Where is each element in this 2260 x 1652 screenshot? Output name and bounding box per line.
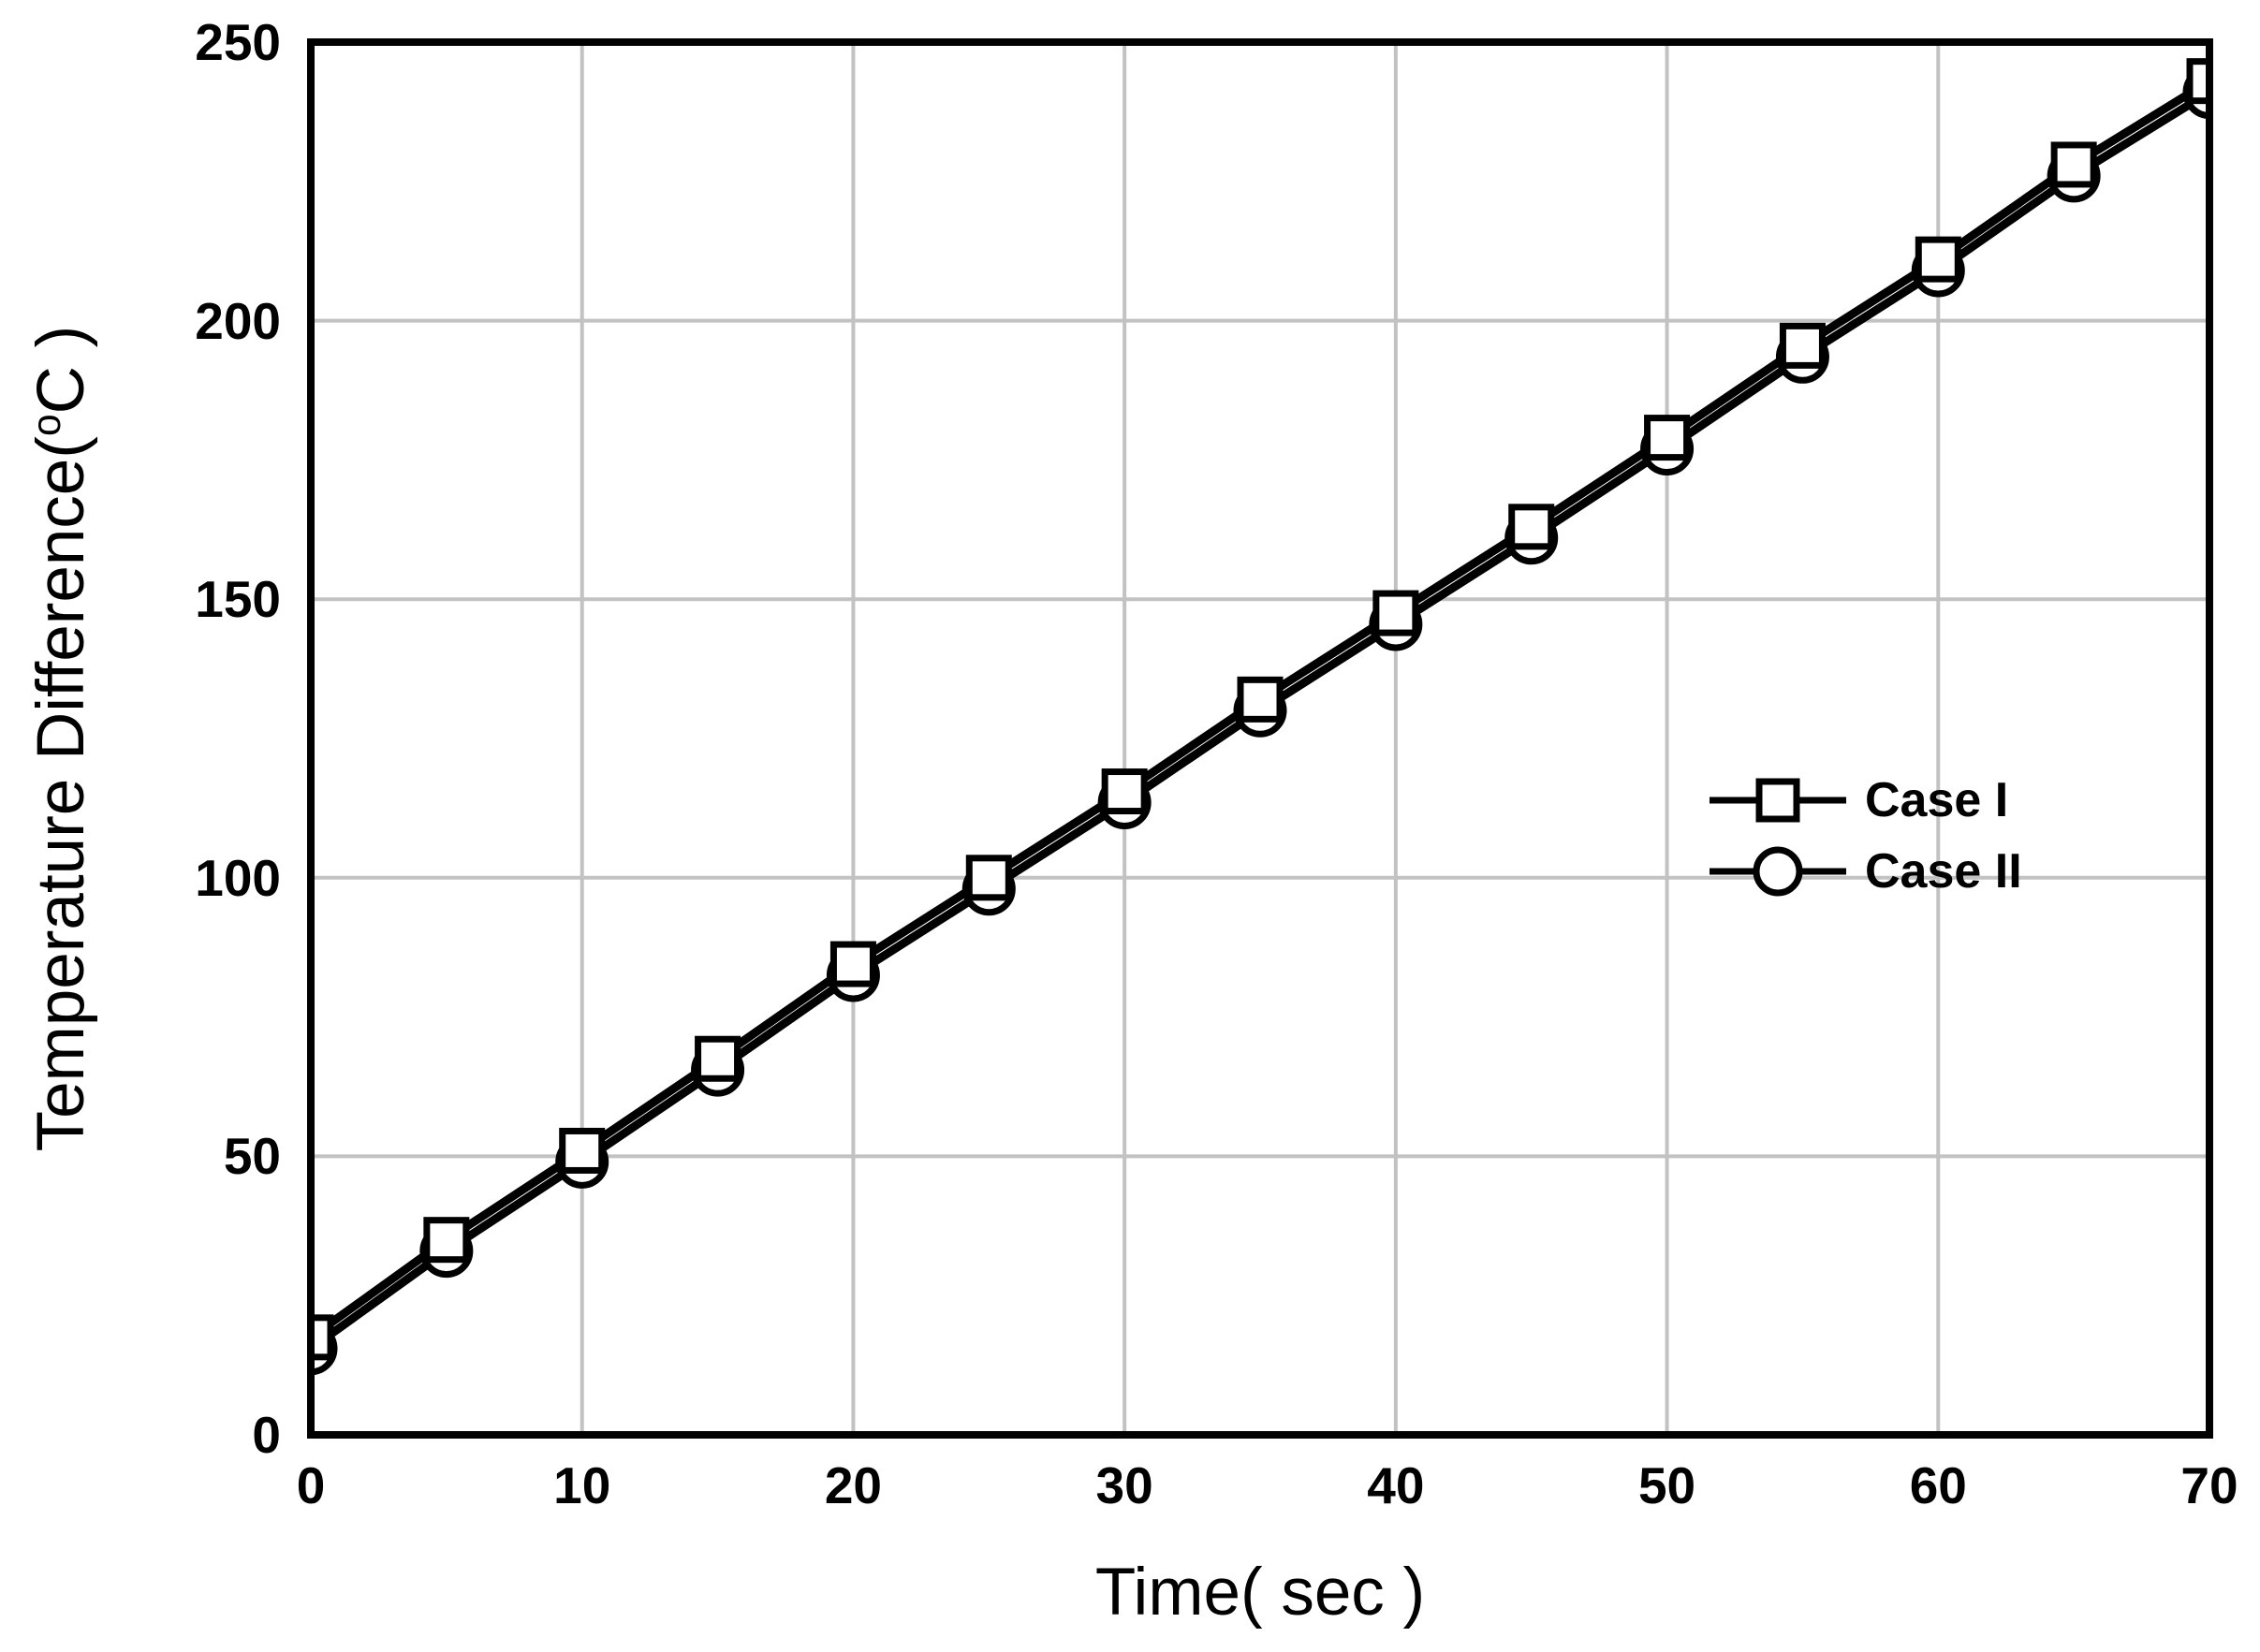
legend-label-case2: Case II bbox=[1865, 844, 2022, 899]
y-axis-title-unit: C ) bbox=[23, 325, 98, 415]
legend-entry-case2: Case II bbox=[1708, 841, 2022, 901]
legend-entry-case1: Case I bbox=[1708, 770, 2022, 830]
circle-marker-icon bbox=[1710, 846, 1846, 897]
degree-symbol: o bbox=[24, 414, 70, 437]
x-axis-title: Time( sec ) bbox=[1094, 1556, 1426, 1630]
legend: Case I Case II bbox=[1708, 770, 2022, 901]
y-axis-title-text: Temperature Difference( bbox=[23, 436, 98, 1152]
square-marker-icon bbox=[1710, 778, 1846, 823]
y-axis-title: Temperature Difference(oC ) bbox=[7, 0, 101, 1487]
legend-label-case1: Case I bbox=[1865, 773, 2009, 827]
